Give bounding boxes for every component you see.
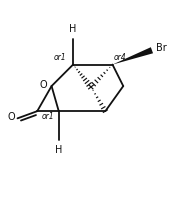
- Text: Br: Br: [156, 43, 166, 53]
- Text: or1: or1: [53, 53, 66, 62]
- Text: H: H: [69, 25, 77, 35]
- Text: or1: or1: [42, 112, 54, 121]
- Text: O: O: [7, 113, 15, 123]
- Text: or4: or4: [113, 53, 126, 62]
- Text: O: O: [39, 80, 47, 90]
- Text: H: H: [55, 145, 62, 155]
- Polygon shape: [112, 47, 153, 64]
